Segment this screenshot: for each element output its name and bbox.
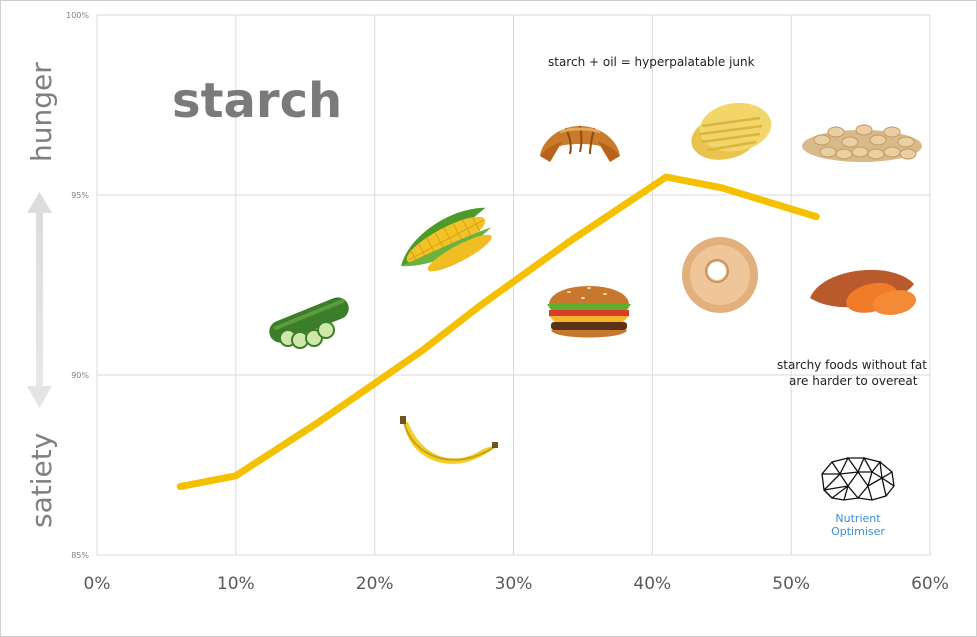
y-tick-label: 85% [71,551,89,560]
x-tick-label: 60% [911,574,949,594]
croissant-icon [540,125,620,162]
annotation-top: starch + oil = hyperpalatable junk [548,55,755,69]
brain-logo-icon [821,456,895,501]
cucumber-icon [269,297,349,349]
x-tick-label: 50% [772,574,810,594]
burger-icon [547,286,631,338]
y-label-hunger: hunger [25,62,58,162]
donut-icon [682,237,758,313]
corn-icon [401,207,492,272]
y-ticks: 85% 90% 95% 100% [66,11,89,560]
y-label-satiety: satiety [25,433,58,528]
logo-text-line1: Nutrient [835,512,881,525]
x-tick-label: 30% [495,574,533,594]
logo-text-line2: Optimiser [831,525,885,538]
y-tick-label: 95% [71,191,89,200]
y-tick-label: 90% [71,371,89,380]
double-arrow-icon [27,192,52,408]
sweet-potato-icon [810,269,917,315]
x-tick-label: 40% [633,574,671,594]
chart-title: starch [172,73,342,129]
banana-icon [400,416,498,464]
oats-icon [802,124,922,162]
annotation-right-1: starchy foods without fat [777,358,927,372]
annotation-right-2: are harder to overeat [789,374,918,388]
x-tick-label: 20% [356,574,394,594]
series [176,173,820,491]
x-tick-label: 0% [84,574,111,594]
chips-icon [691,102,772,160]
y-tick-label: 100% [66,11,89,20]
grid [96,14,931,556]
x-ticks: 0% 10% 20% 30% 40% 50% 60% [84,574,949,594]
x-tick-label: 10% [217,574,255,594]
